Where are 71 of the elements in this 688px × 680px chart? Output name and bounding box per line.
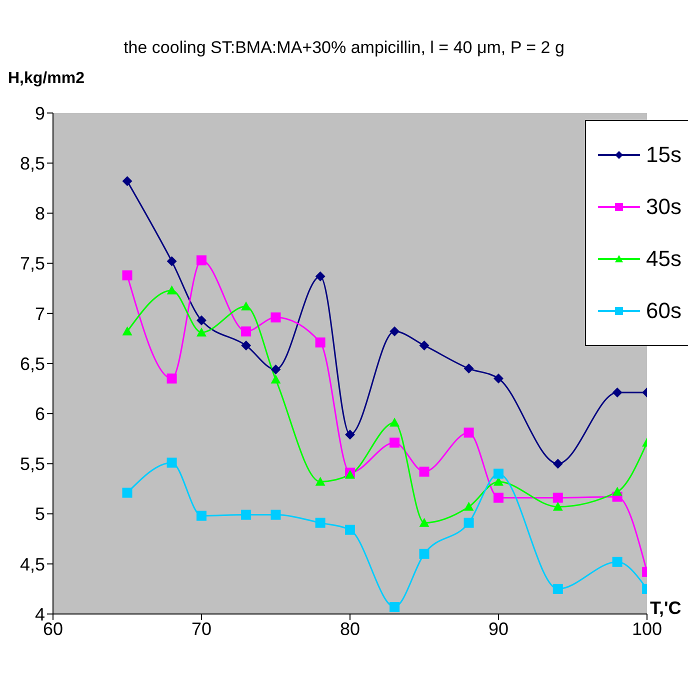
y-tick-label: 7 xyxy=(34,304,45,324)
point xyxy=(270,374,281,384)
legend-label: 15s xyxy=(646,142,682,168)
point xyxy=(241,301,252,310)
y-tick-label: 4,5 xyxy=(20,554,45,574)
y-tick-label: 9 xyxy=(34,103,45,124)
x-tick-label: 60 xyxy=(42,618,64,639)
point xyxy=(552,458,563,469)
point xyxy=(241,340,252,350)
y-tick-label: 5 xyxy=(34,504,45,524)
point xyxy=(390,602,400,612)
x-tick-label: 100 xyxy=(632,618,662,639)
point xyxy=(315,271,326,282)
point xyxy=(419,518,430,527)
point xyxy=(552,584,563,594)
point xyxy=(196,510,206,521)
point xyxy=(419,340,430,350)
legend-label: 60s xyxy=(646,298,682,324)
point xyxy=(464,518,474,528)
point xyxy=(315,518,326,528)
point xyxy=(166,458,177,468)
point xyxy=(122,270,132,280)
point xyxy=(612,486,622,496)
point xyxy=(390,326,400,336)
point xyxy=(464,428,474,438)
legend-label: 45s xyxy=(646,246,682,272)
point xyxy=(122,176,132,186)
point xyxy=(122,488,132,498)
point xyxy=(345,430,355,440)
point xyxy=(552,502,563,511)
point xyxy=(241,326,252,336)
point xyxy=(196,315,206,326)
y-axis-title: H,kg/mm2 xyxy=(8,70,84,88)
point xyxy=(166,256,177,266)
x-tick-label: 70 xyxy=(191,618,212,639)
point xyxy=(390,438,400,448)
point xyxy=(494,492,504,503)
point xyxy=(464,502,474,511)
point xyxy=(196,255,206,266)
point xyxy=(166,374,177,384)
point xyxy=(315,476,326,486)
chart-title: the cooling ST:BMA:MA+30% ampicillin, l = 40 μm, P = 2 g xyxy=(122,38,566,58)
point xyxy=(552,492,563,503)
x-tick-label: 90 xyxy=(488,618,509,639)
point xyxy=(494,468,504,479)
point xyxy=(494,374,504,384)
point xyxy=(612,556,622,567)
point xyxy=(196,327,206,336)
y-tick-label: 8 xyxy=(34,204,45,224)
point xyxy=(122,326,132,336)
y-tick-label: 6,5 xyxy=(20,354,45,374)
point xyxy=(464,364,474,374)
y-tick-label: 8,5 xyxy=(20,153,45,174)
point xyxy=(270,312,281,322)
point xyxy=(270,364,281,375)
point xyxy=(315,337,326,348)
y-tick-label: 7,5 xyxy=(20,254,45,274)
point xyxy=(419,466,430,477)
point xyxy=(612,388,622,398)
point xyxy=(419,548,430,559)
x-axis-title: T,'C xyxy=(650,598,682,619)
point xyxy=(270,510,281,520)
point xyxy=(241,510,252,520)
point xyxy=(166,285,177,294)
point xyxy=(345,524,355,535)
x-tick-label: 80 xyxy=(340,618,360,639)
y-tick-label: 4 xyxy=(34,604,45,624)
y-tick-label: 5,5 xyxy=(20,454,45,474)
legend-label: 30s xyxy=(646,194,682,220)
y-tick-label: 6 xyxy=(34,404,45,424)
point xyxy=(390,418,400,427)
